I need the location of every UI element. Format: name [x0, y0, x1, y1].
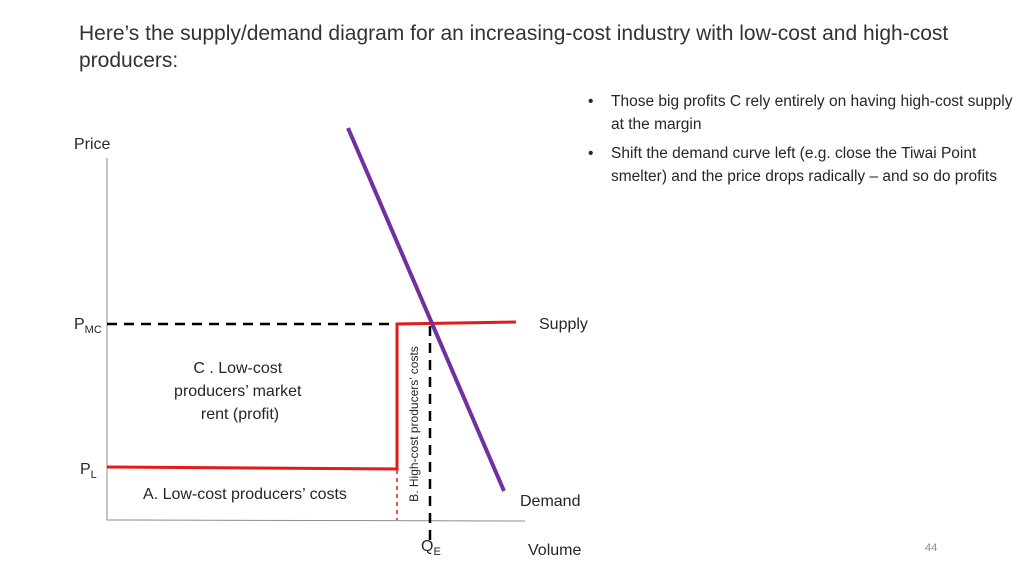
pl-label: PL	[80, 461, 97, 481]
x-axis-label: Volume	[528, 542, 581, 559]
supply-label: Supply	[539, 316, 588, 333]
region-c-label: C . Low-cost producers’ market rent (pro…	[174, 360, 306, 423]
demand-curve	[346, 127, 506, 492]
bullet-item: • Shift the demand curve left (e.g. clos…	[588, 142, 1018, 188]
bullet-dot: •	[588, 93, 594, 110]
y-axis-label: Price	[74, 136, 111, 153]
bullet-dot: •	[588, 145, 594, 162]
qe-label: QE	[421, 538, 441, 558]
demand-label: Demand	[520, 493, 580, 510]
slide-title: Here’s the supply/demand diagram for an …	[79, 22, 949, 72]
pmc-label: PMC	[74, 316, 102, 336]
supply-curve	[106, 320, 517, 471]
bullet-text: Shift the demand curve left (e.g. close …	[611, 145, 997, 185]
region-a-label: A. Low-cost producers’ costs	[143, 486, 347, 503]
bullet-list: • Those big profits C rely entirely on h…	[588, 90, 1018, 194]
region-b-label: B. High-cost producers’ costs	[407, 346, 421, 502]
bullet-text: Those big profits C rely entirely on hav…	[611, 93, 1013, 133]
bullet-item: • Those big profits C rely entirely on h…	[588, 90, 1018, 136]
page-number: 44	[925, 542, 938, 554]
x-axis	[106, 519, 526, 522]
